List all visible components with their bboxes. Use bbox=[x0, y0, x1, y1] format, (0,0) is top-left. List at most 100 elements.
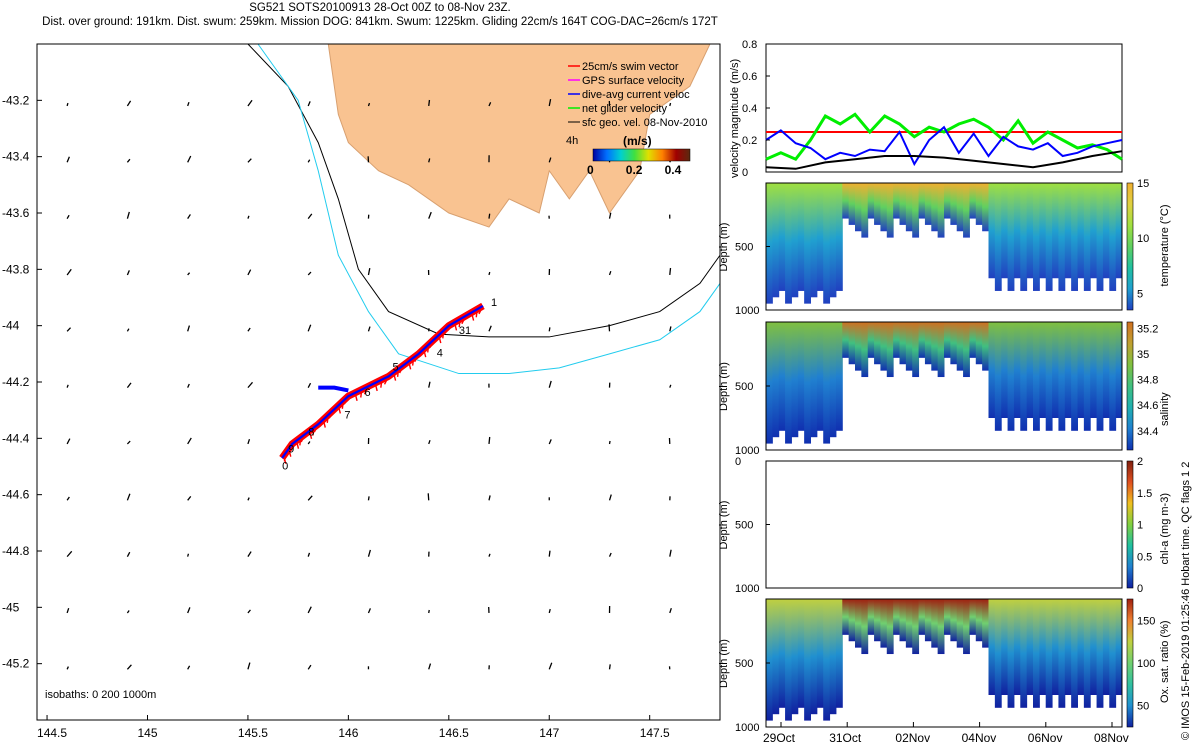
profile-column bbox=[848, 183, 856, 225]
day-label: 0 bbox=[282, 460, 288, 472]
profile-column bbox=[1007, 183, 1015, 291]
profile-column bbox=[969, 322, 977, 358]
profile-column bbox=[823, 322, 831, 444]
profile-column bbox=[893, 599, 900, 635]
swim-vector bbox=[380, 379, 383, 388]
profile-column bbox=[1102, 322, 1110, 418]
geo-velocity-arrow bbox=[669, 102, 672, 107]
velocity-y-tick-label: 0.2 bbox=[742, 135, 757, 147]
profile-column bbox=[912, 599, 920, 655]
geo-velocity-arrow bbox=[247, 439, 251, 445]
heatmap-colorbar bbox=[1126, 460, 1134, 589]
profile-column bbox=[905, 599, 913, 648]
profile-column bbox=[816, 183, 824, 291]
profile-column bbox=[1013, 183, 1021, 279]
colorbar-tick-label: 0.5 bbox=[1137, 551, 1152, 563]
land-tasmania bbox=[327, 43, 711, 228]
geo-velocity-arrow bbox=[428, 158, 431, 163]
geo-velocity-arrow bbox=[307, 271, 312, 276]
profile-column bbox=[1109, 183, 1117, 291]
heatmap-panel-salinity bbox=[765, 321, 1134, 451]
track-drift-loop bbox=[318, 385, 349, 393]
profile-column bbox=[886, 322, 894, 378]
geo-velocity-arrow bbox=[608, 270, 612, 276]
profile-column bbox=[1045, 599, 1053, 708]
depth-tick-label: 500 bbox=[735, 658, 753, 670]
geo-velocity-arrow bbox=[307, 382, 312, 388]
colorbar-tick-label: 0 bbox=[587, 163, 594, 177]
profile-column bbox=[1102, 183, 1110, 279]
profile-column bbox=[1013, 322, 1021, 418]
geo-velocity-arrow bbox=[608, 552, 612, 557]
profile-column bbox=[861, 183, 869, 238]
velocity-y-tick-label: 0 bbox=[742, 167, 748, 179]
colorbar-tick-label: 2 bbox=[1137, 456, 1143, 468]
profile-column bbox=[867, 183, 875, 219]
x-tick-label: 144.5 bbox=[37, 726, 67, 740]
geo-velocity-arrow bbox=[669, 326, 672, 332]
profile-column bbox=[950, 599, 958, 642]
depth-tick-label: 500 bbox=[735, 520, 753, 532]
profile-column bbox=[1071, 322, 1078, 431]
velocity-frame bbox=[765, 43, 1123, 173]
legend-label: sfc geo. vel. 08-Nov-2010 bbox=[582, 117, 707, 129]
y-tick-label: -45 bbox=[2, 600, 20, 614]
profile-column bbox=[1102, 599, 1110, 695]
profile-column bbox=[1096, 183, 1104, 291]
profile-column bbox=[1045, 183, 1053, 291]
legend-label: dive-avg current veloc bbox=[582, 89, 690, 101]
profile-column bbox=[956, 322, 964, 371]
geo-velocity-arrow bbox=[548, 439, 552, 445]
colorbar-tick-label: 1.5 bbox=[1137, 488, 1152, 500]
profile-column bbox=[797, 322, 805, 431]
colorbar-label: chl-a (mg m-3) bbox=[1159, 493, 1171, 565]
profile-column bbox=[1071, 183, 1078, 291]
profile-column bbox=[848, 599, 856, 642]
profile-column bbox=[1058, 599, 1066, 708]
profile-column bbox=[905, 183, 913, 232]
y-tick-label: -43.4 bbox=[2, 150, 30, 164]
geo-velocity-arrow bbox=[548, 327, 551, 332]
geo-velocity-arrow bbox=[307, 213, 313, 220]
geo-velocity-arrow bbox=[66, 102, 69, 107]
profile-column bbox=[766, 599, 773, 721]
geo-velocity-arrow bbox=[126, 610, 130, 614]
x-tick-label: 145.5 bbox=[238, 726, 268, 740]
profile-column bbox=[912, 183, 920, 238]
colorbar-tick-label: 0.2 bbox=[626, 163, 643, 177]
profile-column bbox=[1020, 599, 1028, 708]
profile-column bbox=[975, 183, 983, 225]
profile-column bbox=[937, 322, 945, 378]
heatmap-panel-temperature bbox=[765, 182, 1134, 311]
geo-velocity-arrow bbox=[488, 213, 491, 219]
geo-velocity-arrow bbox=[488, 553, 491, 557]
profile-column bbox=[810, 183, 818, 298]
geo-velocity-arrow bbox=[669, 549, 672, 557]
profile-column bbox=[956, 599, 964, 648]
profile-column bbox=[1001, 599, 1009, 695]
profile-column bbox=[994, 322, 1002, 431]
geo-velocity-arrow bbox=[367, 326, 371, 332]
geo-velocity-arrow bbox=[126, 328, 130, 332]
y-tick-label: -43.8 bbox=[2, 262, 30, 276]
profile-column bbox=[912, 322, 920, 378]
geo-velocity-arrow bbox=[126, 664, 132, 670]
profile-column bbox=[810, 322, 818, 438]
geo-velocity-arrow bbox=[548, 157, 552, 163]
profile-column bbox=[969, 599, 977, 635]
swim-vector bbox=[407, 361, 412, 370]
geo-velocity-arrow bbox=[428, 99, 431, 107]
geo-velocity-arrow bbox=[428, 609, 430, 614]
map-colorbar bbox=[592, 148, 691, 162]
profile-column bbox=[810, 599, 818, 715]
profile-column bbox=[1058, 322, 1066, 431]
profile-column bbox=[1045, 322, 1053, 431]
swim-vector bbox=[322, 419, 326, 428]
profile-column bbox=[975, 599, 983, 642]
geo-velocity-arrow bbox=[247, 609, 251, 614]
heatmap-colorbar bbox=[1126, 598, 1134, 728]
profile-column bbox=[893, 183, 900, 219]
profile-column bbox=[791, 183, 799, 298]
swim-vector bbox=[470, 312, 475, 321]
geo-velocity-arrow bbox=[187, 155, 192, 163]
